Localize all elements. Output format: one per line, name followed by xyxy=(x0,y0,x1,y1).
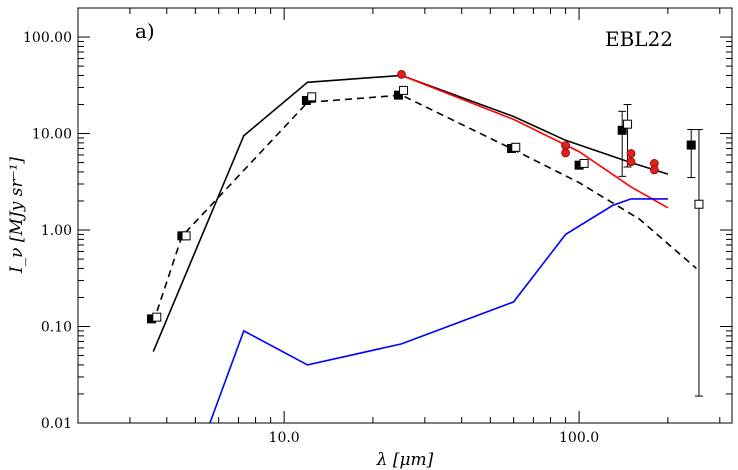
plot-area xyxy=(146,70,704,423)
y-tick-label: 1.00 xyxy=(41,223,72,239)
data-point-open-square xyxy=(694,199,704,209)
x-tick-label: 10.0 xyxy=(269,430,300,446)
data-point-red-circle xyxy=(561,141,570,150)
x-axis-label: λ [μm] xyxy=(376,450,434,470)
y-tick-label: 0.10 xyxy=(41,320,72,336)
data-point-filled-square xyxy=(146,314,156,324)
data-point-open-square xyxy=(579,158,589,168)
data-point-open-square xyxy=(307,92,317,102)
y-tick-label: 10.00 xyxy=(32,127,72,143)
data-point-red-circle xyxy=(626,157,636,167)
data-point-filled-square xyxy=(574,160,584,170)
series-line-red-model xyxy=(401,74,669,209)
data-point-filled-square xyxy=(686,140,696,150)
data-point-red-circle xyxy=(626,149,636,158)
data-point-red-circle xyxy=(561,148,570,158)
series-line-blue-component xyxy=(209,198,668,423)
data-point-red-circle xyxy=(397,70,406,79)
series-line-dashed-component xyxy=(152,94,697,323)
tick-labels: 10.0 100.0 0.01 0.10 1.00 10.00 100.00 xyxy=(23,30,599,446)
y-tick-label: 100.00 xyxy=(23,30,72,46)
data-point-open-square xyxy=(399,85,409,95)
axis-ticks xyxy=(77,7,732,424)
x-tick-label: 100.0 xyxy=(559,430,599,446)
data-point-filled-square xyxy=(393,90,403,100)
data-point-open-square xyxy=(623,119,633,129)
y-axis-label: I_ν [MJy sr⁻¹] xyxy=(7,157,27,274)
data-point-open-square xyxy=(181,231,191,241)
plot-content xyxy=(146,70,704,423)
data-point-filled-square xyxy=(617,125,627,135)
data-point-red-circle xyxy=(649,165,659,175)
panel-label: a) xyxy=(135,19,155,43)
object-label: EBL22 xyxy=(605,27,673,51)
data-point-filled-square xyxy=(301,95,311,105)
plot-frame xyxy=(77,7,733,424)
y-tick-label: 0.01 xyxy=(41,416,72,432)
data-point-open-square xyxy=(511,142,521,152)
data-point-open-square xyxy=(152,312,162,322)
series-line-total-model xyxy=(152,74,669,352)
